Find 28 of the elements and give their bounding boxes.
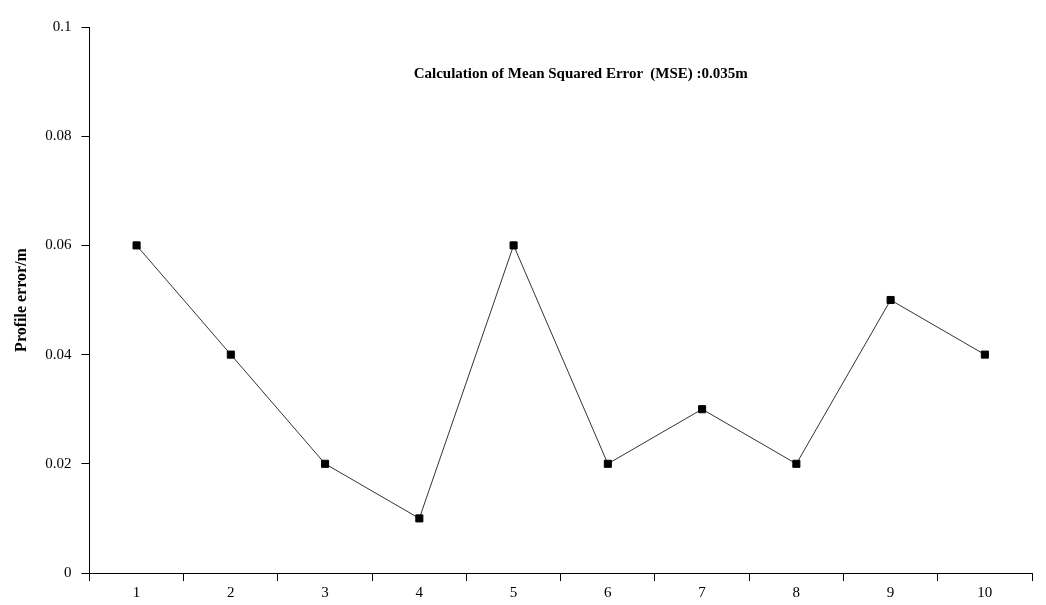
y-tick-label: 0.02: [45, 454, 72, 471]
y-tick-label: 0.08: [45, 127, 72, 144]
point: [698, 405, 707, 414]
x-tick-label: 3: [321, 583, 329, 600]
point: [886, 295, 895, 305]
x-tick-label: 9: [886, 583, 895, 600]
y-tick-label: 0.1: [52, 17, 72, 34]
x-tick-label: 2: [227, 583, 235, 600]
y-tick-label: 0.06: [45, 236, 72, 253]
x-tick-label: 6: [604, 583, 613, 600]
x-tick-label: 8: [792, 583, 801, 600]
point: [603, 459, 612, 468]
x-tick-label: 5: [509, 583, 518, 600]
x-tick-label: 7: [698, 583, 707, 600]
annotation: Calculation of Mean Squared Error (MSE) :0.035m: [413, 65, 749, 83]
point: [132, 241, 141, 250]
point: [415, 514, 424, 523]
point: [792, 459, 801, 468]
point: [226, 350, 235, 359]
point: [980, 350, 989, 359]
x-tick-label: 10: [977, 583, 993, 600]
y-tick-label: 0.04: [45, 345, 72, 362]
point: [509, 241, 518, 250]
x-tick-label: 1: [132, 583, 141, 600]
x-tick-label: 4: [415, 583, 424, 600]
point: [321, 459, 330, 468]
y-tick-label: 0: [63, 563, 72, 580]
y-axis-title: Profile error/m: [11, 247, 29, 352]
